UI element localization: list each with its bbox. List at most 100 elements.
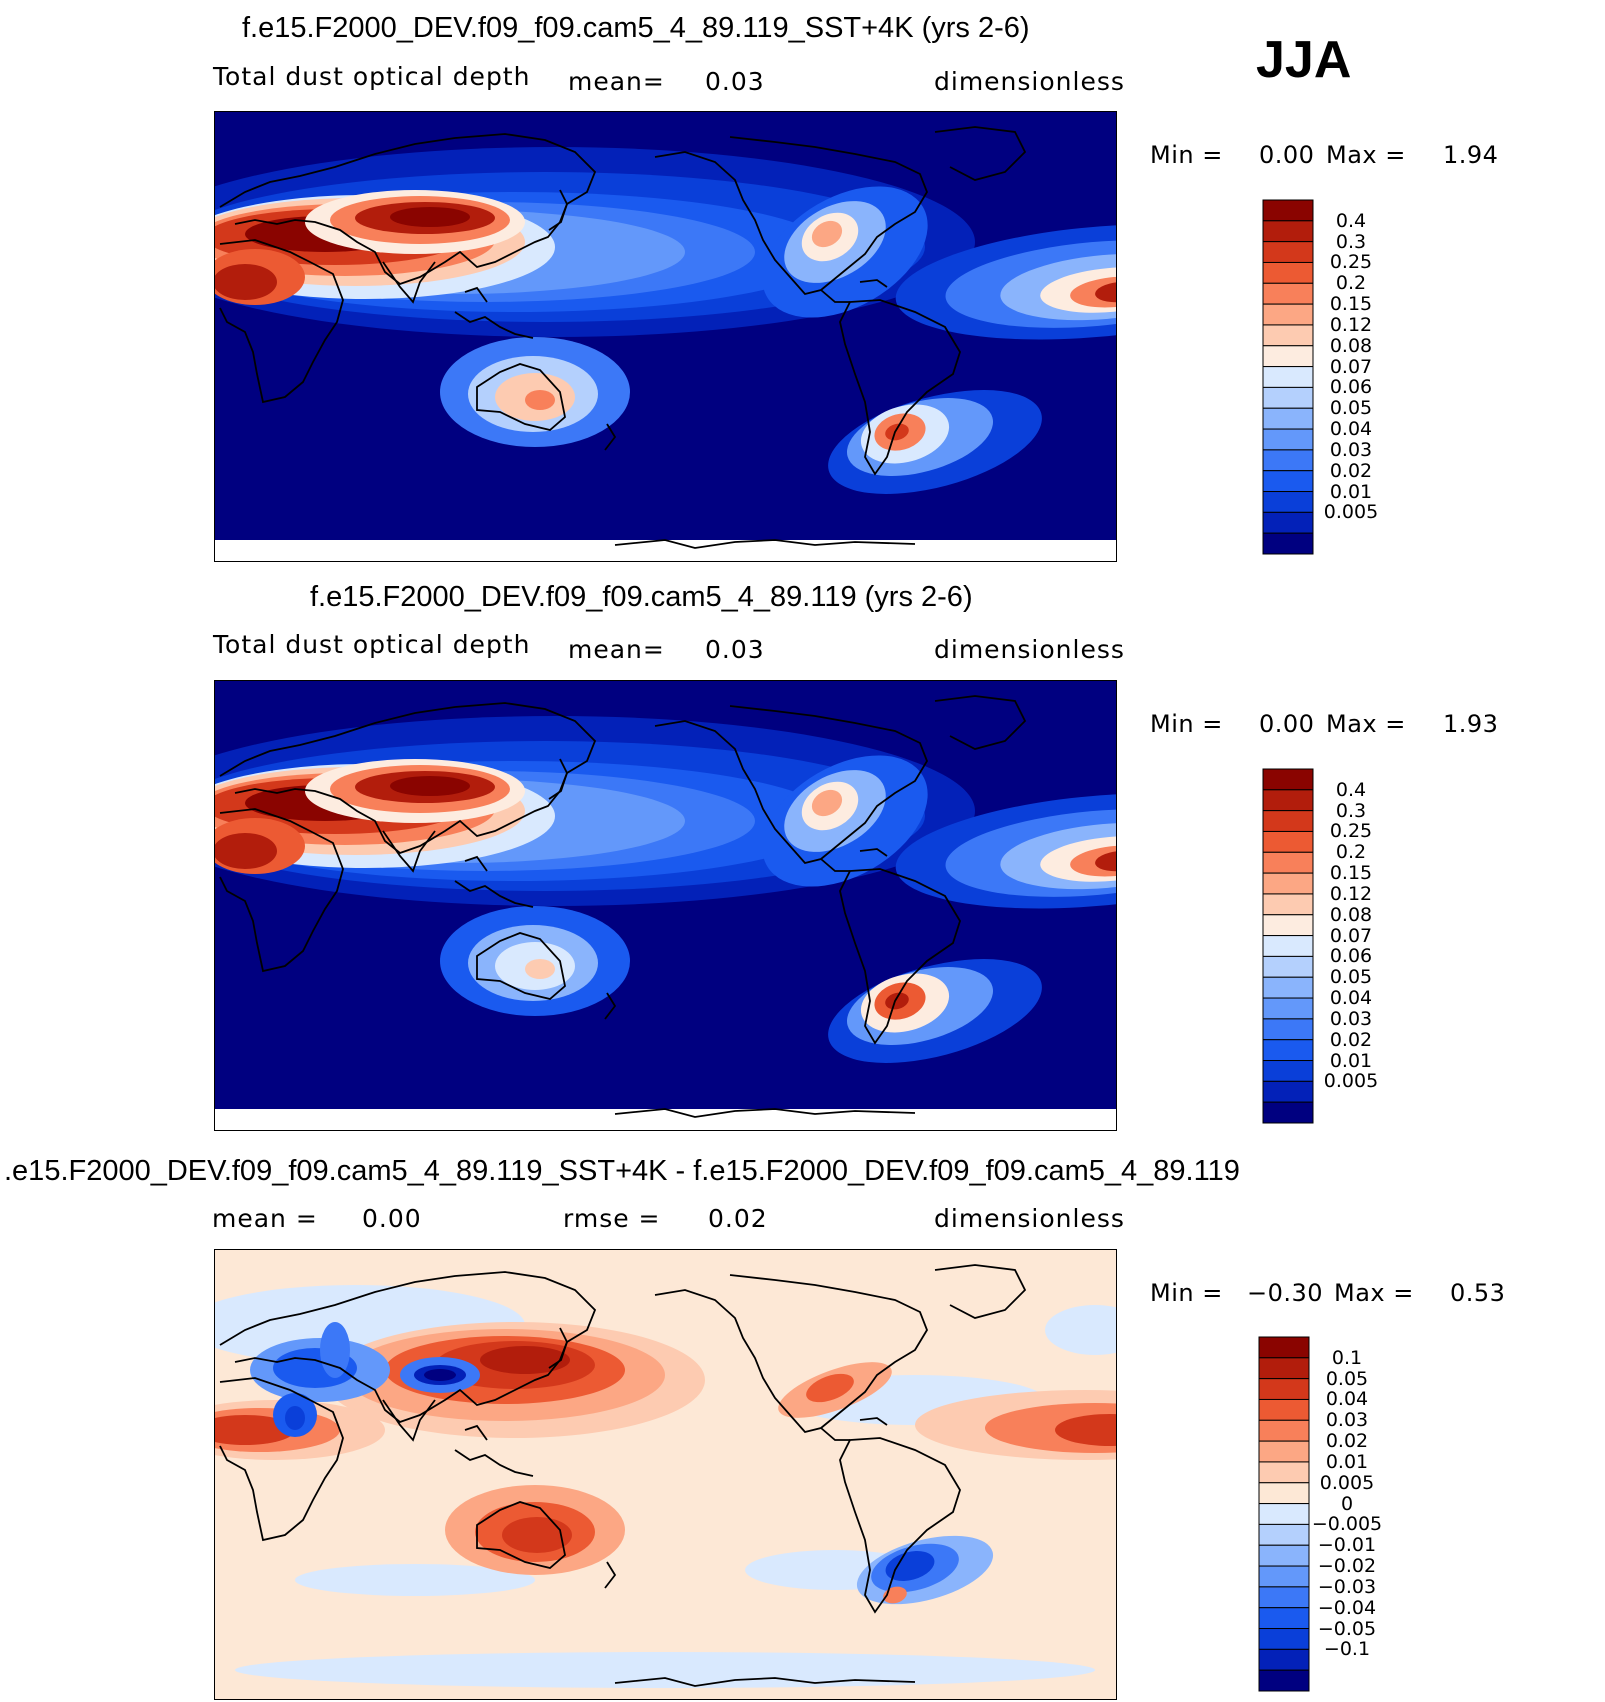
missing-band [215, 1109, 1116, 1130]
colorbar-tick-label: 0.12 [1329, 313, 1373, 336]
colorbar-tick-label: 0.4 [1335, 778, 1367, 801]
colorbar-tick-label: 0.3 [1335, 799, 1367, 822]
coastline [934, 695, 1027, 750]
coastline [859, 848, 888, 857]
colorbar-tick-label: 0.05 [1325, 1367, 1369, 1390]
colorbar-tick-label: 0.005 [1319, 1471, 1375, 1494]
coastline [464, 286, 488, 303]
colorbar-tick-label: 0.08 [1329, 334, 1373, 357]
coastline [548, 758, 568, 800]
colorbar-tick-label: 0.03 [1325, 1409, 1369, 1432]
coastline [464, 855, 488, 872]
units-label: dimensionless [934, 1204, 1125, 1233]
mean-label: mean= [568, 635, 665, 664]
colorbar-tick-label: 0.07 [1329, 924, 1373, 947]
colorbar-tick-label: 0.04 [1329, 418, 1373, 441]
coastlines [219, 126, 1027, 549]
coastline [548, 1327, 568, 1369]
coastline [839, 868, 961, 1045]
colorbar-tick-label: 0.15 [1329, 293, 1373, 316]
coastline [454, 311, 534, 339]
colorbar-tick-label: 0.05 [1329, 966, 1373, 989]
min-label: Min = [1150, 1279, 1223, 1307]
coastline [934, 1264, 1027, 1319]
contour-region [235, 1652, 1095, 1688]
coastline [219, 702, 597, 855]
colorbar-tick-label: 0.3 [1335, 230, 1367, 253]
mean-value: 0.03 [705, 67, 765, 96]
coastline [219, 239, 344, 404]
contour-region [885, 423, 909, 441]
coastlines [219, 1264, 1027, 1687]
colorbar-tick-label: 0.4 [1335, 209, 1367, 232]
coastline [476, 363, 566, 431]
contour-region [1095, 850, 1116, 872]
colorbar-tick-label: 0.25 [1329, 251, 1373, 274]
coastline [654, 705, 928, 865]
colorbar-tick-label: 0.01 [1329, 480, 1373, 503]
colorbar [1262, 199, 1314, 555]
colorbar-tick-label: 0.06 [1329, 945, 1373, 968]
coastline [219, 1377, 344, 1542]
colorbar-tick-label: 0.08 [1329, 903, 1373, 926]
min-value: 0.00 [1259, 710, 1315, 738]
coastline [820, 1427, 850, 1441]
units-label: dimensionless [934, 67, 1125, 96]
colorbar-tick-label: 0.07 [1329, 355, 1373, 378]
colorbar-tick-label: −0.03 [1317, 1575, 1377, 1598]
colorbar-tick-label: 0.2 [1335, 272, 1367, 295]
map-panel [214, 680, 1117, 1131]
colorbar-tick-label: 0.03 [1329, 1007, 1373, 1030]
colorbar-box [1258, 1669, 1310, 1692]
colorbar-tick-label: −0.01 [1317, 1534, 1377, 1557]
contour-region [390, 207, 470, 227]
contour-region [885, 1551, 935, 1581]
coastline [839, 1437, 961, 1614]
map-panel [214, 111, 1117, 562]
dust-map [215, 112, 1116, 561]
coastline [604, 992, 617, 1020]
colorbar-tick-label: −0.1 [1323, 1638, 1371, 1661]
coastline [934, 126, 1027, 181]
panel-title: f.e15.F2000_DEV.f09_f09.cam5_4_89.119_SS… [242, 12, 1030, 44]
colorbar-tick-label: −0.005 [1311, 1513, 1383, 1536]
contour-region [811, 220, 843, 248]
mean-value: 0.03 [705, 635, 765, 664]
max-value: 0.53 [1450, 1279, 1506, 1307]
colorbar-tick-label: −0.05 [1317, 1617, 1377, 1640]
colorbar-tick-label: 0.01 [1325, 1450, 1369, 1473]
contour-fill [215, 1285, 1116, 1688]
colorbar-tick-label: 0.01 [1329, 1049, 1373, 1072]
coastline [839, 299, 961, 476]
colorbar [1258, 1336, 1310, 1692]
colorbar-tick-label: −0.04 [1317, 1596, 1377, 1619]
contour-region [1095, 281, 1116, 303]
variable-name: Total dust optical depth [213, 630, 531, 659]
mean-value: 0.00 [362, 1204, 422, 1233]
colorbar-box [1262, 1101, 1314, 1124]
coastline [614, 1108, 916, 1118]
coastline [654, 136, 928, 296]
colorbar-box [1262, 532, 1314, 555]
colorbar-tick-label: 0.005 [1323, 501, 1379, 524]
coastline [382, 830, 436, 873]
contour-region [295, 1564, 535, 1596]
coastlines [219, 695, 1027, 1118]
max-label: Max = [1326, 710, 1406, 738]
max-value: 1.93 [1443, 710, 1499, 738]
coastline [859, 1417, 888, 1426]
coastline [476, 1501, 566, 1569]
coastline [219, 808, 344, 973]
min-label: Min = [1150, 141, 1223, 169]
colorbar-tick-label: 0.1 [1331, 1346, 1363, 1369]
max-label: Max = [1334, 1279, 1414, 1307]
coastline [548, 189, 568, 231]
colorbar-tick-label: 0.25 [1329, 820, 1373, 843]
colorbar-tick-label: −0.02 [1317, 1555, 1377, 1578]
difference-map [215, 1250, 1116, 1699]
dust-map [215, 681, 1116, 1130]
units-label: dimensionless [934, 635, 1125, 664]
contour-region [285, 1406, 305, 1430]
coastline [604, 1561, 617, 1589]
coastline [820, 858, 850, 872]
